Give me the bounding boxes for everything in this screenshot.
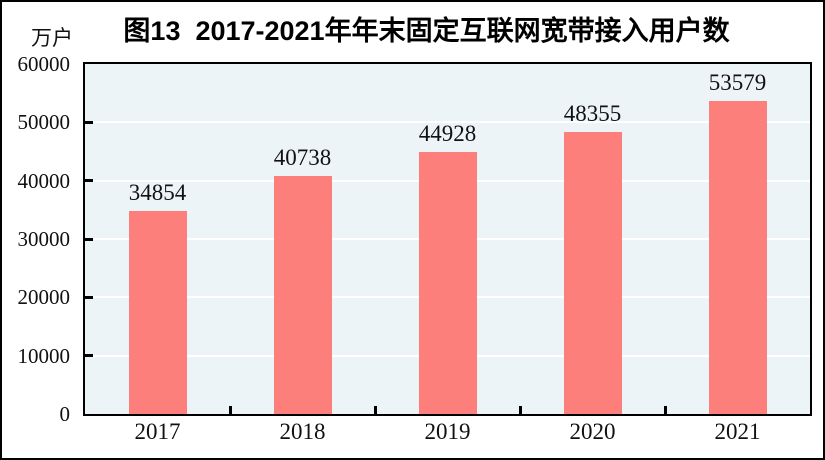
y-axis-tick-label: 60000 bbox=[17, 52, 71, 76]
x-axis-tick-label: 2018 bbox=[279, 419, 326, 444]
plot-area: 34854 40738 44928 48355 53579 bbox=[83, 62, 812, 416]
gridline bbox=[85, 121, 810, 124]
x-axis-tick-label: 2020 bbox=[569, 419, 616, 444]
bar-2019 bbox=[418, 151, 477, 414]
bar-value-label: 44928 bbox=[418, 120, 477, 146]
bar-2021 bbox=[708, 101, 767, 414]
x-axis-tick bbox=[518, 406, 522, 414]
y-axis-tick-label: 20000 bbox=[17, 285, 71, 310]
x-axis-tick-label: 2021 bbox=[714, 419, 761, 444]
y-axis-tick-label: 10000 bbox=[17, 343, 71, 368]
y-axis-tick-label: 30000 bbox=[17, 227, 71, 251]
chart-title: 图13 2017-2021年年末固定互联网宽带接入用户数 bbox=[123, 16, 730, 46]
bar-2018 bbox=[273, 176, 332, 414]
x-axis-tick bbox=[228, 406, 232, 414]
x-axis-tick-label: 2017 bbox=[134, 419, 181, 444]
y-axis-tick-label: 40000 bbox=[17, 168, 71, 193]
bar-value-label: 53579 bbox=[708, 70, 767, 96]
y-axis-tick bbox=[85, 120, 93, 124]
y-axis-tick bbox=[85, 295, 93, 299]
bar-2017 bbox=[128, 210, 187, 414]
bar-value-label: 48355 bbox=[563, 100, 622, 126]
y-axis-tick bbox=[85, 237, 93, 241]
x-axis-tick bbox=[663, 406, 667, 414]
y-axis-tick bbox=[85, 354, 93, 358]
bar-value-label: 40738 bbox=[273, 145, 332, 171]
x-axis-tick bbox=[373, 406, 377, 414]
y-axis-tick-label: 0 bbox=[59, 402, 71, 426]
y-axis-tick-label: 50000 bbox=[17, 110, 71, 135]
bar-2020 bbox=[563, 131, 622, 414]
x-axis-tick-label: 2019 bbox=[424, 419, 471, 444]
y-axis-tick bbox=[85, 179, 93, 183]
bar-value-label: 34854 bbox=[128, 179, 187, 205]
y-axis-unit-label: 万户 bbox=[31, 26, 73, 50]
